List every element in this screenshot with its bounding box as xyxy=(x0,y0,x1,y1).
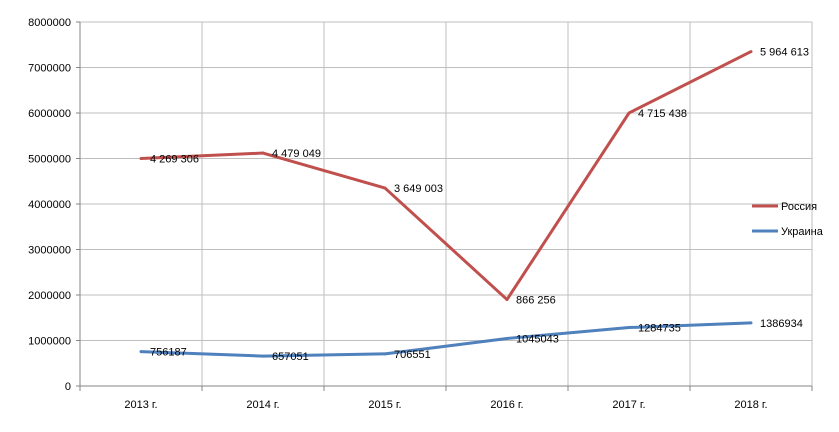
y-tick-label: 1000000 xyxy=(28,336,71,348)
legend: Россия Украина xyxy=(752,201,824,238)
x-tick-label: 2013 г. xyxy=(124,399,157,411)
series-point xyxy=(261,354,265,358)
grid-lines xyxy=(80,21,813,386)
series-point xyxy=(749,321,753,325)
data-label: 3 649 003 xyxy=(394,183,443,195)
y-axis-ticks: 0 1000000 2000000 3000000 4000000 5000000 6000… xyxy=(28,17,71,393)
legend-label: Россия xyxy=(781,201,817,213)
data-label: 4 479 049 xyxy=(272,148,321,160)
data-label: 5 964 613 xyxy=(760,47,809,59)
x-tick-label: 2015 г. xyxy=(368,399,401,411)
data-label: 1045043 xyxy=(516,333,559,345)
series-point xyxy=(627,326,631,330)
y-tick-label: 7000000 xyxy=(28,63,71,75)
x-tick-label: 2018 г. xyxy=(734,399,767,411)
y-tick-label: 0 xyxy=(65,381,71,393)
data-label: 866 256 xyxy=(516,295,556,307)
legend-label: Украина xyxy=(781,226,824,238)
x-tick-label: 2014 г. xyxy=(246,399,279,411)
axes xyxy=(76,21,813,391)
series-point xyxy=(139,350,143,354)
series-line-2 xyxy=(140,321,752,358)
y-tick-label: 5000000 xyxy=(28,154,71,166)
y-tick-label: 4000000 xyxy=(28,199,71,211)
y-tick-label: 8000000 xyxy=(28,17,71,29)
data-label: 706551 xyxy=(394,349,431,361)
series-point xyxy=(505,336,509,340)
series-point xyxy=(139,157,143,160)
series-group xyxy=(139,50,753,358)
series-point xyxy=(261,151,265,155)
x-axis-ticks: 2013 г. 2014 г. 2015 г. 2016 г. 2017 г. 2018 … xyxy=(124,399,767,411)
data-label: 1284735 xyxy=(638,323,681,335)
series-point xyxy=(505,298,509,302)
series-line-1 xyxy=(140,50,752,302)
series-point xyxy=(383,186,387,190)
y-tick-label: 3000000 xyxy=(28,245,71,257)
data-labels: 4 269 306 4 479 049 3 649 003 866 256 4 715 … xyxy=(150,47,809,364)
x-tick-label: 2017 г. xyxy=(612,399,645,411)
data-label: 4 269 306 xyxy=(150,154,199,166)
data-label: 657051 xyxy=(272,351,309,363)
data-label: 756187 xyxy=(150,347,187,359)
series-point xyxy=(627,111,631,115)
y-tick-label: 6000000 xyxy=(28,108,71,120)
data-label: 4 715 438 xyxy=(638,108,687,120)
series-point xyxy=(383,352,387,356)
x-tick-label: 2016 г. xyxy=(490,399,523,411)
y-tick-label: 2000000 xyxy=(28,290,71,302)
data-label: 1386934 xyxy=(760,318,803,330)
series-point xyxy=(749,50,753,54)
